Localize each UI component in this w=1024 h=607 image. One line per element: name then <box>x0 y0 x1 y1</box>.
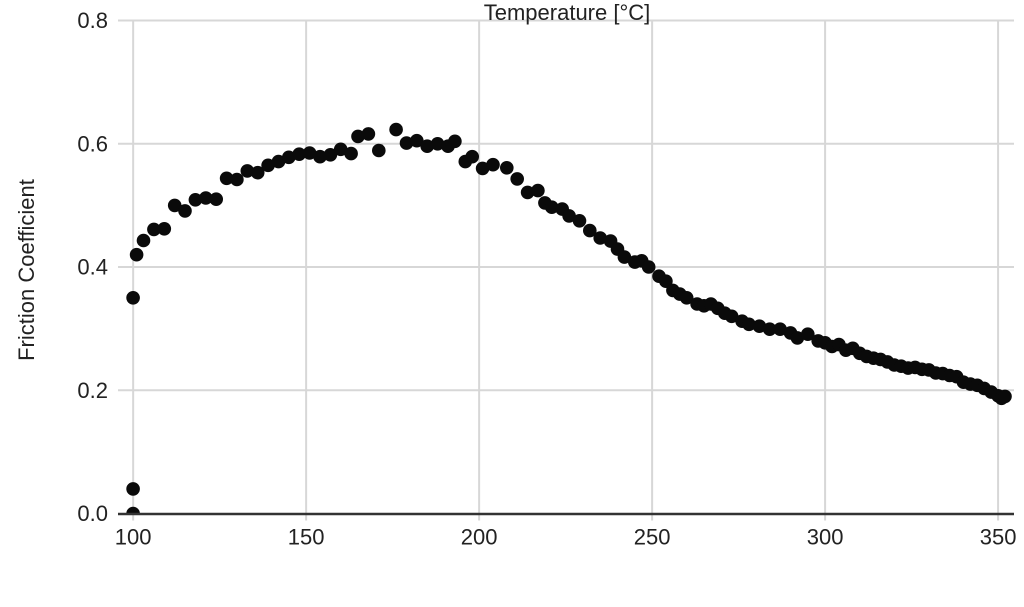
data-point <box>323 148 338 162</box>
data-point <box>545 200 559 214</box>
data-point <box>510 172 524 186</box>
data-point <box>583 223 597 238</box>
data-point <box>430 137 445 151</box>
data-point <box>520 185 535 200</box>
data-point <box>773 322 787 337</box>
data-point <box>762 322 777 337</box>
data-point <box>420 139 435 153</box>
x-tick-label: 100 <box>115 525 152 550</box>
data-point <box>659 274 673 289</box>
data-point <box>313 149 327 164</box>
data-point <box>126 482 140 496</box>
data-point <box>562 209 576 223</box>
data-point <box>641 260 656 274</box>
y-tick-label: 0.8 <box>77 8 108 33</box>
data-point <box>724 309 739 324</box>
data-point <box>399 136 414 150</box>
data-point <box>240 164 255 178</box>
x-tick-label: 300 <box>807 525 844 550</box>
data-point <box>752 319 767 334</box>
data-point <box>486 157 500 172</box>
y-tick-label: 0.4 <box>77 255 108 280</box>
data-point <box>136 233 151 248</box>
x-tick-label: 250 <box>634 525 671 550</box>
data-point <box>199 191 213 205</box>
y-axis-title: Friction Coefficient <box>14 179 39 361</box>
data-point <box>157 222 172 236</box>
data-point <box>361 127 376 141</box>
data-point <box>448 134 462 149</box>
data-point <box>344 146 358 161</box>
x-tick-label: 150 <box>288 525 325 550</box>
data-point <box>230 172 244 187</box>
data-point <box>790 331 805 345</box>
data-point <box>531 183 545 198</box>
data-point <box>742 317 756 332</box>
data-point <box>389 122 403 137</box>
x-axis-title: Temperature [°C] <box>483 0 651 25</box>
data-point <box>167 198 182 213</box>
data-point <box>250 165 265 180</box>
data-point <box>209 192 223 206</box>
x-tick-label: 350 <box>980 525 1017 550</box>
data-point <box>572 214 587 228</box>
data-point <box>998 389 1012 404</box>
data-point <box>271 154 286 169</box>
data-point <box>333 142 348 157</box>
data-point <box>147 222 161 237</box>
data-point <box>475 161 490 176</box>
data-point <box>372 143 386 158</box>
data-point <box>292 147 307 161</box>
data-point <box>178 204 192 218</box>
data-point <box>302 146 317 160</box>
data-point <box>261 158 275 173</box>
data-point <box>126 506 140 515</box>
data-point <box>410 133 424 148</box>
data-point <box>219 171 234 186</box>
data-point <box>129 247 144 262</box>
y-tick-label: 0.0 <box>77 501 108 526</box>
data-point <box>500 161 514 175</box>
data-point <box>126 291 140 305</box>
data-point <box>465 149 480 164</box>
data-point <box>593 231 607 245</box>
data-point <box>801 327 815 342</box>
y-tick-label: 0.2 <box>77 378 108 403</box>
x-tick-label: 200 <box>461 525 498 550</box>
y-tick-label: 0.6 <box>77 131 108 156</box>
data-point <box>351 129 365 144</box>
data-point <box>188 193 203 207</box>
data-point <box>679 291 694 305</box>
data-point <box>282 150 296 165</box>
data-point <box>617 250 632 264</box>
